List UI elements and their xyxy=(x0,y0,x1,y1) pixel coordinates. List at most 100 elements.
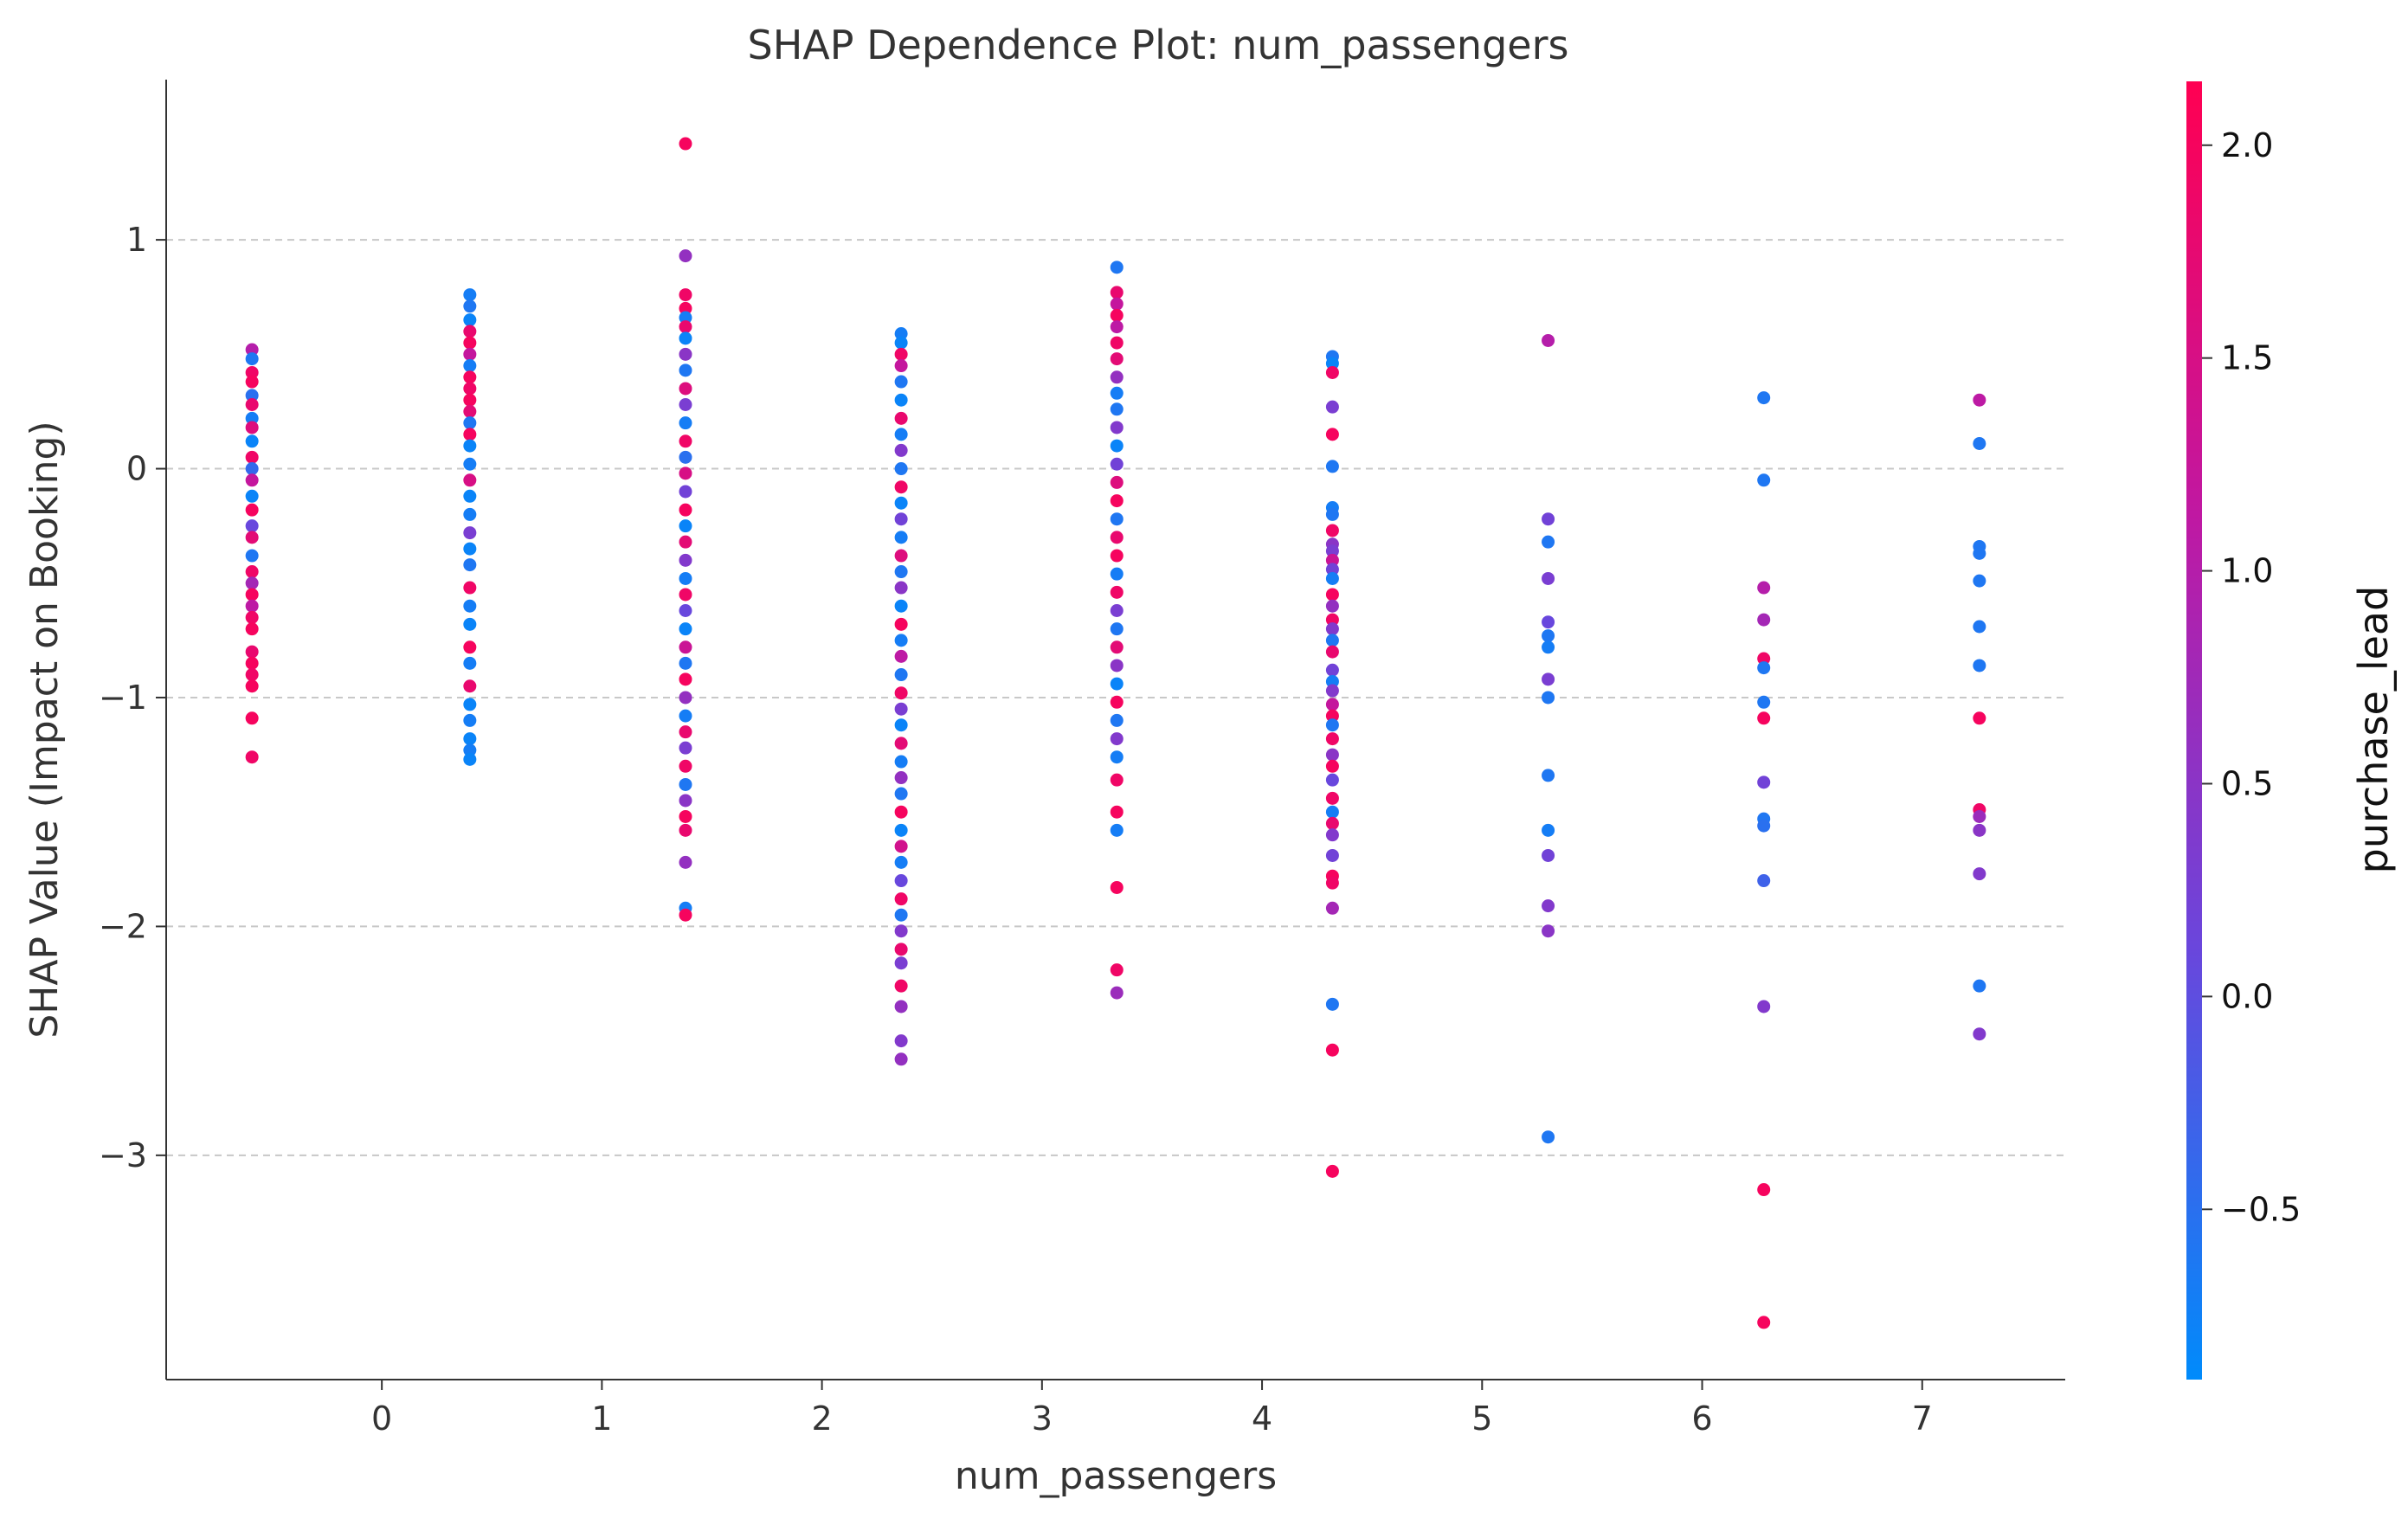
scatter-point xyxy=(894,480,908,494)
scatter-point xyxy=(1325,563,1339,576)
scatter-point xyxy=(463,526,477,540)
scatter-point xyxy=(679,588,692,602)
scatter-point xyxy=(1110,549,1124,563)
scatter-point xyxy=(1325,357,1339,370)
scatter-point xyxy=(1325,698,1339,711)
scatter-point xyxy=(1325,400,1339,414)
scatter-point xyxy=(1325,613,1339,627)
scatter-point xyxy=(894,956,908,970)
scatter-point xyxy=(1325,553,1339,567)
scatter-point xyxy=(679,434,692,448)
scatter-point xyxy=(463,382,477,396)
scatter-point xyxy=(1110,352,1124,366)
scatter-point xyxy=(1110,336,1124,350)
scatter-point xyxy=(463,679,477,693)
scatter-point xyxy=(894,908,908,922)
scatter-point xyxy=(463,313,477,327)
scatter-point xyxy=(1325,876,1339,890)
scatter-point xyxy=(1110,531,1124,544)
x-tick-label: 2 xyxy=(812,1400,833,1438)
x-tick-label: 6 xyxy=(1691,1400,1712,1438)
scatter-point xyxy=(245,622,259,636)
scatter-point xyxy=(679,519,692,533)
scatter-point xyxy=(245,656,259,670)
scatter-point xyxy=(1973,393,1986,407)
x-tick-label: 3 xyxy=(1032,1400,1053,1438)
scatter-point xyxy=(894,649,908,663)
scatter-point xyxy=(1110,297,1124,311)
scatter-point xyxy=(1757,874,1771,888)
scatter-point xyxy=(679,571,692,585)
scatter-point xyxy=(679,398,692,411)
scatter-point xyxy=(1110,308,1124,322)
scatter-point xyxy=(245,519,259,533)
scatter-point xyxy=(1110,494,1124,508)
scatter-point xyxy=(1325,571,1339,585)
scatter-point xyxy=(1110,585,1124,599)
scatter-point xyxy=(245,531,259,544)
scatter-point xyxy=(1325,732,1339,746)
scatter-point xyxy=(1325,816,1339,830)
scatter-point xyxy=(1110,732,1124,746)
colorbar-tick-label: 1.0 xyxy=(2221,552,2273,590)
scatter-point xyxy=(1542,333,1555,347)
colorbar-tick-label: 2.0 xyxy=(2221,126,2273,164)
scatter-point xyxy=(463,299,477,313)
scatter-point xyxy=(894,771,908,785)
y-tick-label: −2 xyxy=(99,907,147,945)
scatter-point xyxy=(679,467,692,480)
scatter-point xyxy=(894,634,908,647)
scatter-point xyxy=(463,713,477,727)
scatter-point xyxy=(463,732,477,746)
scatter-point xyxy=(894,874,908,888)
colorbar-tick-label: 1.5 xyxy=(2221,339,2273,377)
scatter-point xyxy=(1542,1130,1555,1144)
scatter-point xyxy=(1973,1027,1986,1041)
scatter-point xyxy=(245,398,259,411)
scatter-point xyxy=(1110,677,1124,691)
scatter-point xyxy=(1757,391,1771,405)
scatter-point xyxy=(894,1052,908,1066)
scatter-point xyxy=(894,755,908,769)
scatter-point xyxy=(463,656,477,670)
scatter-point xyxy=(463,359,477,373)
scatter-point xyxy=(679,759,692,773)
scatter-point xyxy=(1325,709,1339,723)
scatter-point xyxy=(245,365,259,379)
scatter-point xyxy=(463,617,477,631)
scatter-point xyxy=(1325,848,1339,862)
scatter-point xyxy=(1973,436,1986,450)
scatter-point xyxy=(1110,457,1124,471)
scatter-point xyxy=(679,622,692,636)
scatter-point xyxy=(679,656,692,670)
x-tick-label: 5 xyxy=(1471,1400,1492,1438)
scatter-point xyxy=(894,327,908,341)
scatter-point xyxy=(679,709,692,723)
scatter-point xyxy=(894,1034,908,1048)
scatter-point xyxy=(1110,603,1124,617)
scatter-point xyxy=(1757,695,1771,709)
scatter-point xyxy=(1973,659,1986,672)
scatter-point xyxy=(894,375,908,389)
scatter-point xyxy=(679,672,692,686)
scatter-point xyxy=(245,711,259,725)
scatter-point xyxy=(679,503,692,517)
scatter-point xyxy=(1110,986,1124,1000)
scatter-point xyxy=(894,702,908,716)
scatter-point xyxy=(679,331,692,345)
scatter-point xyxy=(1542,615,1555,629)
scatter-point xyxy=(245,411,259,425)
scatter-point xyxy=(463,347,477,361)
scatter-point xyxy=(463,393,477,407)
scatter-point xyxy=(1325,365,1339,379)
scatter-point xyxy=(1757,711,1771,725)
x-tick-label: 0 xyxy=(371,1400,392,1438)
scatter-point xyxy=(463,752,477,766)
scatter-point xyxy=(245,489,259,503)
scatter-point xyxy=(1973,823,1986,837)
scatter-point xyxy=(1110,286,1124,299)
scatter-point xyxy=(245,352,259,366)
scatter-point xyxy=(894,462,908,476)
scatter-point xyxy=(1542,629,1555,643)
scatter-point xyxy=(894,718,908,732)
